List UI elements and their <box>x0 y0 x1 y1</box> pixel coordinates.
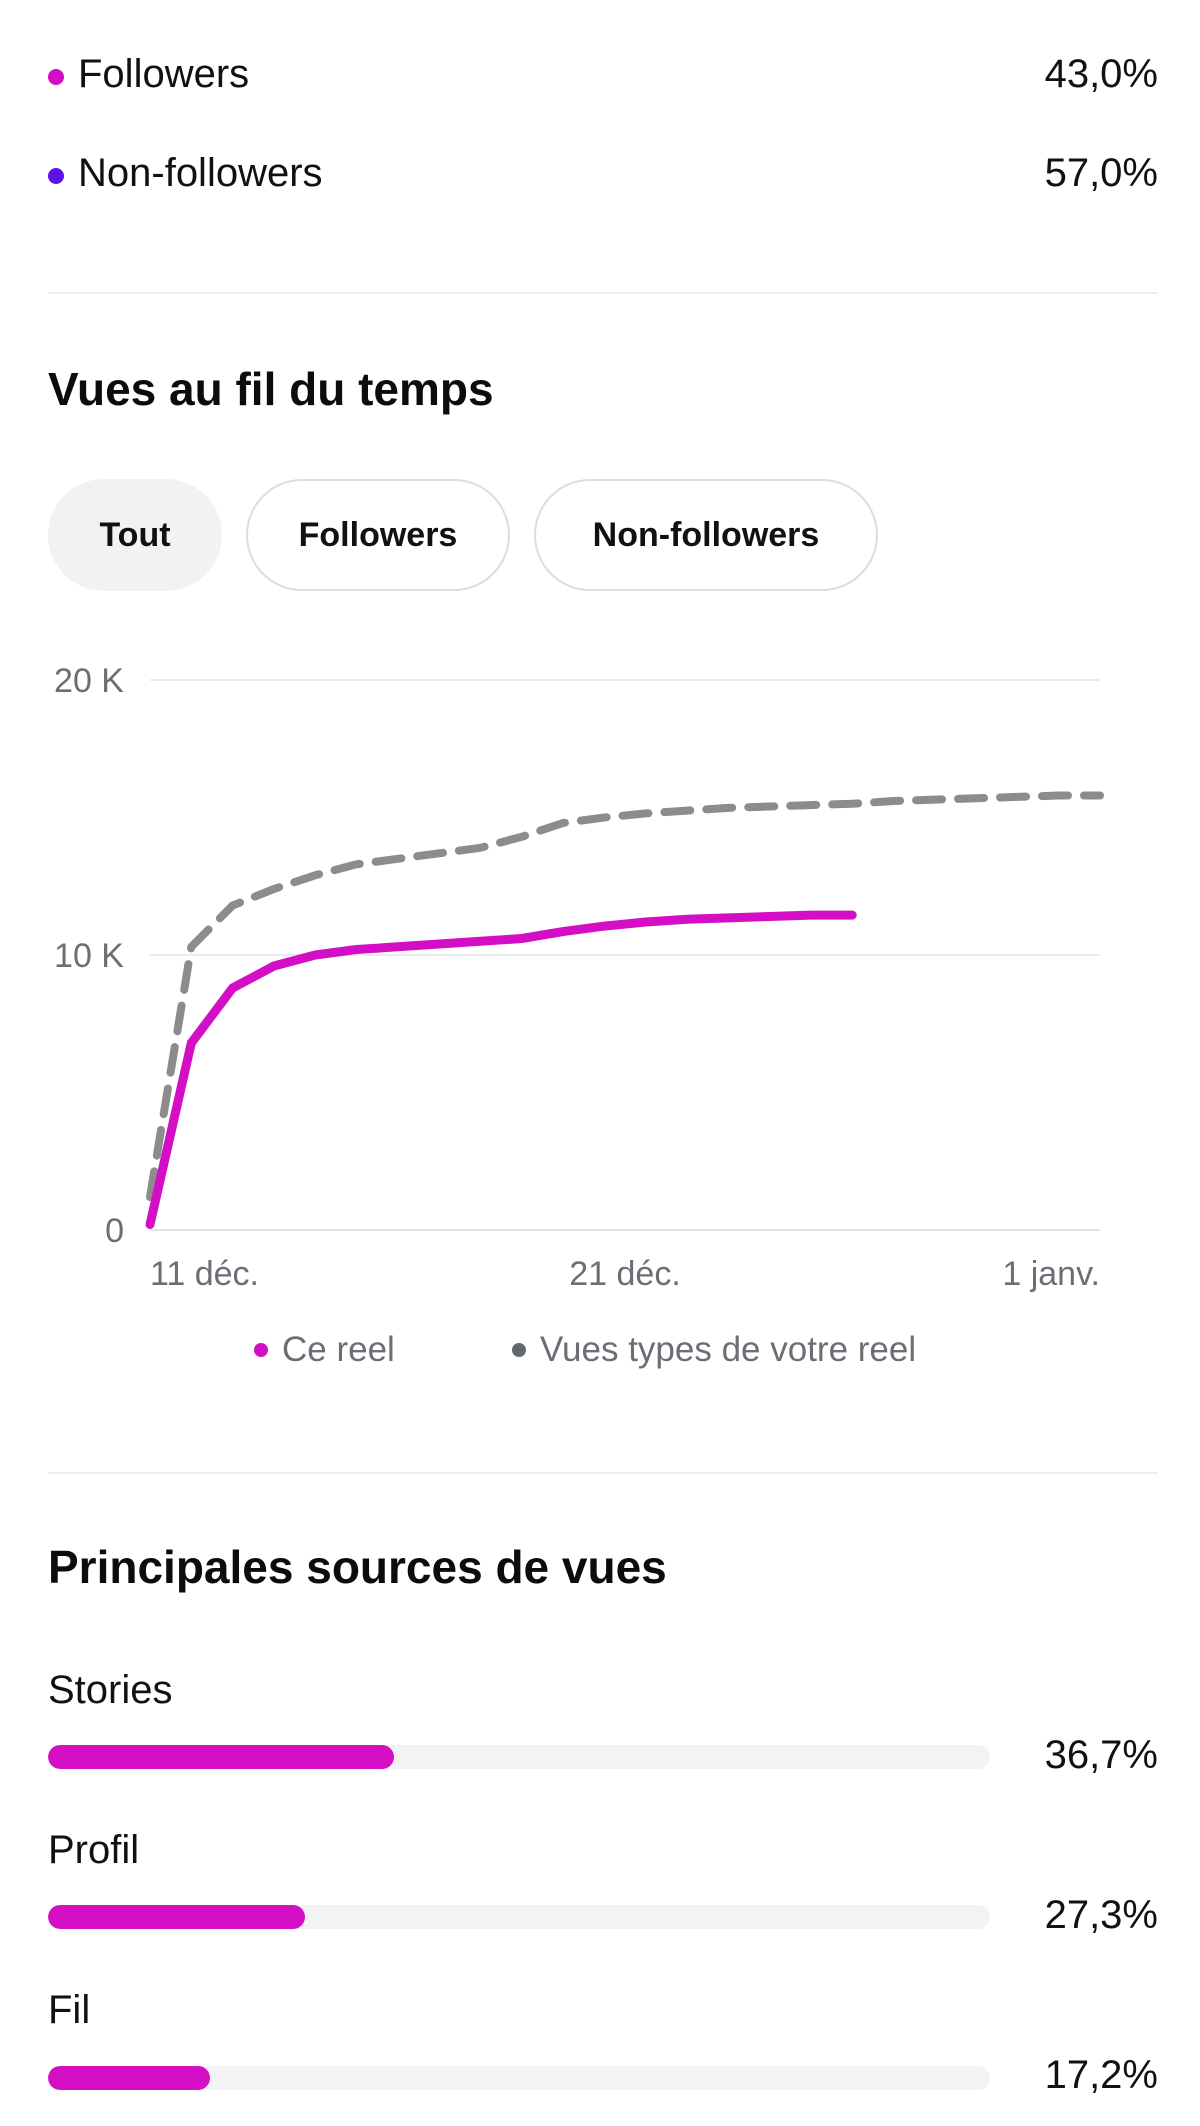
y-tick-label: 10 K <box>54 937 124 975</box>
source-label: Stories <box>48 1668 173 1712</box>
followers-label: Followers <box>78 52 250 96</box>
followers-value: 43,0% <box>1044 52 1158 96</box>
filter-tab-followers[interactable]: Followers <box>246 479 510 591</box>
filter-tab-non-followers[interactable]: Non-followers <box>534 479 878 591</box>
source-bar-track <box>48 2066 990 2090</box>
series-line-this-reel <box>145 910 857 1229</box>
y-tick-label: 20 K <box>54 662 124 700</box>
filter-tab-all[interactable]: Tout <box>48 479 222 591</box>
non-followers-value: 57,0% <box>1044 151 1158 195</box>
source-value: 36,7% <box>1044 1733 1158 1777</box>
source-bar-fill <box>48 1905 306 1929</box>
x-tick-label: 11 déc. <box>150 1255 259 1293</box>
divider <box>48 1472 1158 1474</box>
y-tick-label: 0 <box>105 1212 124 1250</box>
series-line-typical-views <box>146 791 1104 1201</box>
legend-dot-this-reel <box>254 1343 268 1357</box>
source-value: 27,3% <box>1044 1893 1158 1937</box>
source-label: Fil <box>48 1988 91 2032</box>
legend-item-this-reel: Ce reel <box>254 1330 395 1370</box>
followers-dot <box>48 69 64 85</box>
divider <box>48 292 1158 294</box>
source-bar-fill <box>48 2066 211 2090</box>
source-bar-track <box>48 1905 990 1929</box>
section-title-views-over-time: Vues au fil du temps <box>48 363 494 415</box>
legend-label-typical-views: Vues types de votre reel <box>540 1330 917 1369</box>
non-followers-label: Non-followers <box>78 151 323 195</box>
source-label: Profil <box>48 1828 140 1872</box>
non-followers-dot <box>48 168 64 184</box>
legend-item-typical-views: Vues types de votre reel <box>512 1330 916 1370</box>
legend-dot-typical-views <box>512 1343 526 1357</box>
source-bar-track <box>48 1745 990 1769</box>
legend-label-this-reel: Ce reel <box>282 1330 395 1369</box>
section-title-top-sources: Principales sources de vues <box>48 1541 667 1593</box>
x-tick-label: 21 déc. <box>569 1255 681 1293</box>
source-value: 17,2% <box>1044 2053 1158 2097</box>
views-line-chart: 0 10 K 20 K 11 déc. 21 déc. 1 janv. <box>54 662 1104 1293</box>
x-tick-label: 1 janv. <box>1002 1255 1100 1293</box>
source-bar-fill <box>48 1745 394 1769</box>
